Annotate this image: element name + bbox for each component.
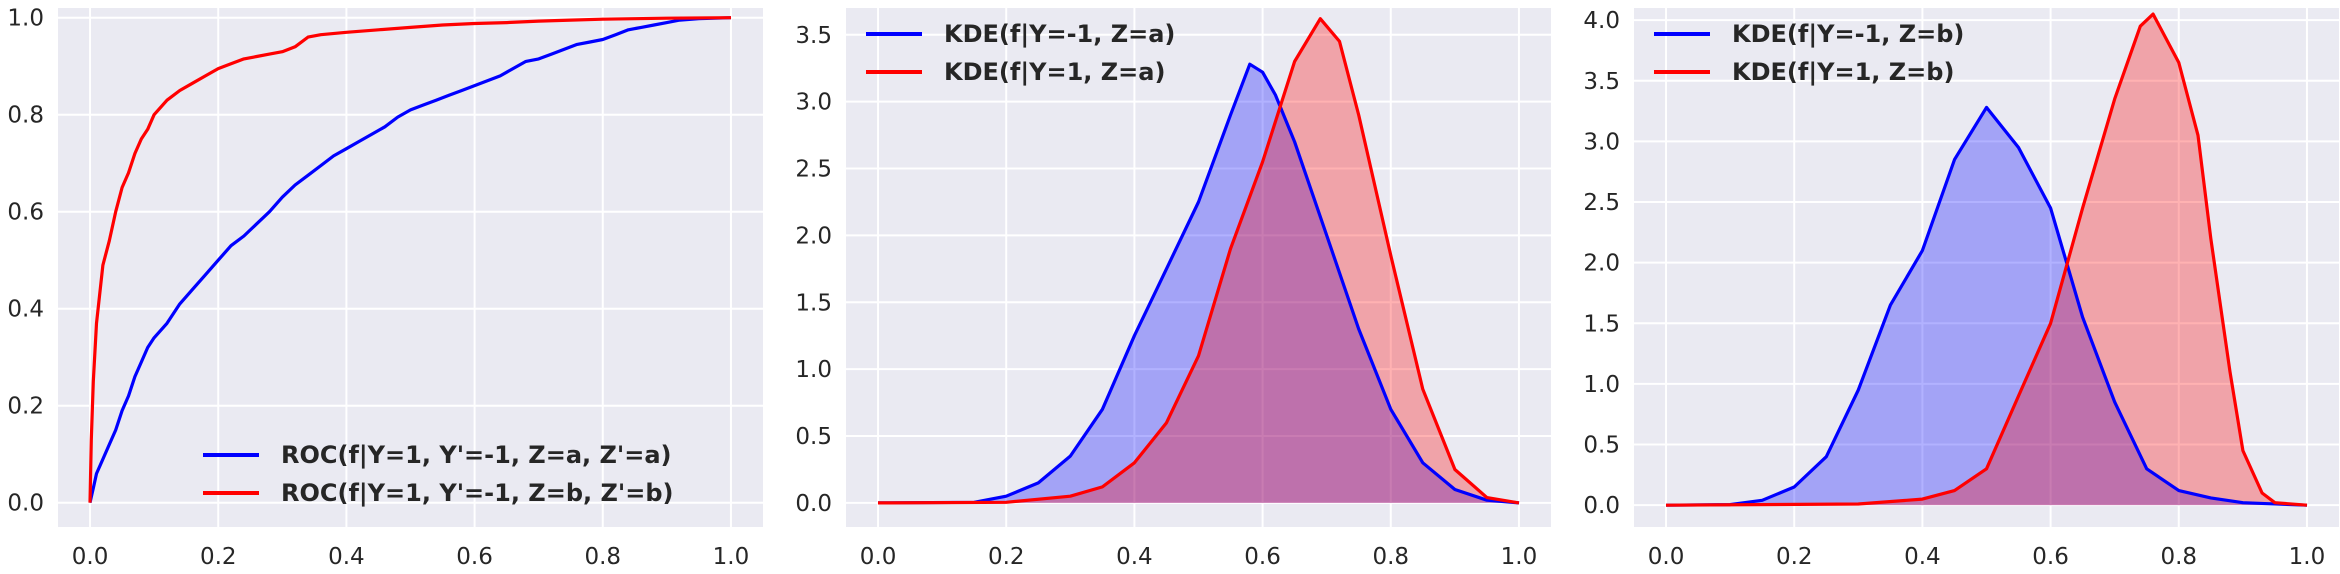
y-tick-label: 2.0 <box>1583 251 1620 277</box>
plot-background <box>1634 8 2339 527</box>
y-tick-label: 2.5 <box>795 157 832 183</box>
x-tick-label: 0.8 <box>584 544 621 570</box>
series-line-2 <box>88 16 732 503</box>
series-line-1 <box>1665 105 2308 507</box>
x-tick-label: 0.6 <box>456 544 493 570</box>
y-tick-label: 3.5 <box>1583 69 1620 95</box>
x-tick-label: 0.4 <box>328 544 365 570</box>
x-tick-label: 0.0 <box>860 544 897 570</box>
x-tick-label: 0.8 <box>1372 544 1409 570</box>
x-tick-label: 0.8 <box>2160 544 2197 570</box>
y-tick-label: 0.4 <box>7 297 44 323</box>
x-tick-label: 0.6 <box>2032 544 2069 570</box>
series-fill-2 <box>1666 14 2307 506</box>
legend-label: KDE(f|Y=1, Z=a) <box>944 58 1165 86</box>
legend-label: ROC(f|Y=1, Y'=-1, Z=b, Z'=b) <box>281 479 673 507</box>
x-tick-label: 0.2 <box>988 544 1025 570</box>
y-tick-label: 0.0 <box>795 491 832 517</box>
y-tick-label: 0.8 <box>7 103 44 129</box>
y-tick-label: 1.5 <box>795 290 832 316</box>
chart-1: 0.0 0.2 0.4 0.6 0.8 1.0 0.0 0.2 0.4 0.6 0.8 1.0 ROC(… <box>7 6 763 570</box>
series-line-2 <box>877 17 1520 505</box>
x-tick-label: 1.0 <box>2289 544 2326 570</box>
y-tick-label: 1.0 <box>7 6 44 32</box>
x-tick-label: 0.4 <box>1116 544 1153 570</box>
x-tick-label: 0.6 <box>1244 544 1281 570</box>
y-tick-label: 3.5 <box>795 23 832 49</box>
y-tick-label: 2.5 <box>1583 190 1620 216</box>
legend-label: KDE(f|Y=-1, Z=b) <box>1732 20 1964 48</box>
x-tick-label: 1.0 <box>1501 544 1538 570</box>
y-tick-label: 0.0 <box>7 491 44 517</box>
y-tick-label: 4.0 <box>1583 8 1620 34</box>
chart-3: 0.0 0.2 0.4 0.6 0.8 1.0 0.0 0.5 1.0 1.5 2.0 2.5 3.0 3… <box>1583 8 2339 570</box>
y-tick-label: 0.2 <box>7 394 44 420</box>
y-tick-label: 0.0 <box>1583 493 1620 519</box>
legend-label: KDE(f|Y=-1, Z=a) <box>944 20 1175 48</box>
x-tick-label: 0.2 <box>200 544 237 570</box>
legend-label: KDE(f|Y=1, Z=b) <box>1732 58 1954 86</box>
series-fill-1 <box>878 64 1519 503</box>
y-tick-label: 0.5 <box>795 424 832 450</box>
chart-2: 0.0 0.2 0.4 0.6 0.8 1.0 0.0 0.5 1.0 1.5 2.0 2.5 3.0 3… <box>795 8 1551 570</box>
y-tick-label: 0.5 <box>1583 433 1620 459</box>
y-tick-label: 1.0 <box>795 357 832 383</box>
y-tick-label: 0.6 <box>7 200 44 226</box>
y-tick-label: 3.0 <box>795 90 832 116</box>
x-tick-label: 1.0 <box>713 544 750 570</box>
x-tick-label: 0.4 <box>1904 544 1941 570</box>
x-tick-label: 0.2 <box>1776 544 1813 570</box>
series-line-1 <box>88 16 732 504</box>
series-fill-1 <box>1666 107 2307 506</box>
series-line-2 <box>1665 12 2308 507</box>
y-tick-label: 3.0 <box>1583 129 1620 155</box>
series-line-1 <box>877 62 1520 505</box>
x-tick-label: 0.0 <box>72 544 109 570</box>
legend-label: ROC(f|Y=1, Y'=-1, Z=a, Z'=a) <box>281 441 672 469</box>
series-fill-2 <box>878 18 1519 503</box>
y-tick-label: 1.0 <box>1583 372 1620 398</box>
x-tick-label: 0.0 <box>1648 544 1685 570</box>
plot-background <box>846 8 1551 527</box>
y-tick-label: 1.5 <box>1583 311 1620 337</box>
y-tick-label: 2.0 <box>795 223 832 249</box>
